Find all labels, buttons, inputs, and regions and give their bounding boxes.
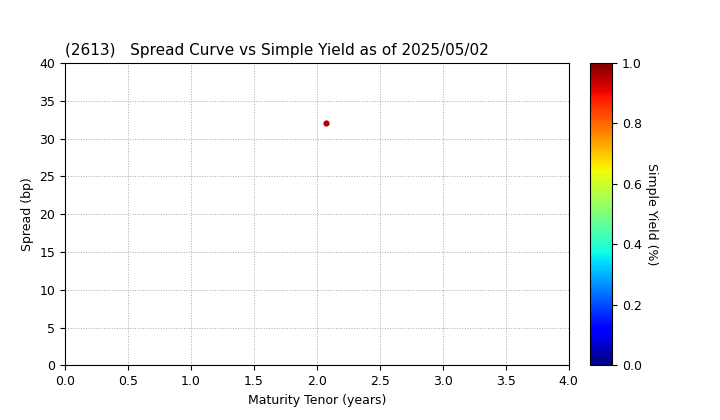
Y-axis label: Spread (bp): Spread (bp) xyxy=(21,177,34,251)
X-axis label: Maturity Tenor (years): Maturity Tenor (years) xyxy=(248,394,386,407)
Text: (2613)   Spread Curve vs Simple Yield as of 2025/05/02: (2613) Spread Curve vs Simple Yield as o… xyxy=(65,43,489,58)
Y-axis label: Simple Yield (%): Simple Yield (%) xyxy=(645,163,658,265)
Point xyxy=(320,120,331,127)
